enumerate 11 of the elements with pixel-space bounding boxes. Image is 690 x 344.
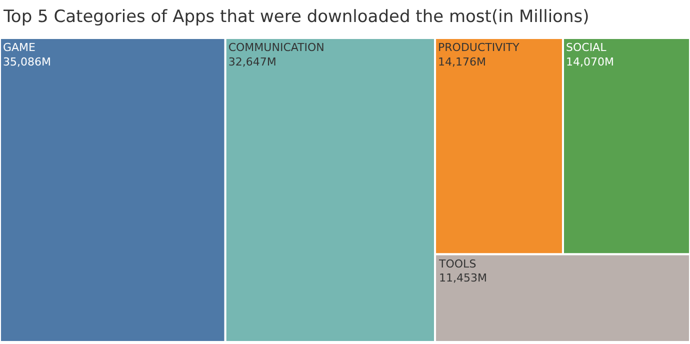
data-label: 32,647M <box>228 55 276 68</box>
data-label: 14,176M <box>438 55 486 68</box>
category-label: GAME <box>3 41 36 54</box>
category-label: SOCIAL <box>566 41 608 54</box>
category-label: PRODUCTIVITY <box>438 41 520 54</box>
category-label: COMMUNICATION <box>228 41 324 54</box>
category-label: TOOLS <box>438 257 476 270</box>
data-label: 35,086M <box>3 55 51 68</box>
data-label: 14,070M <box>566 55 614 68</box>
text: Top 5 Categories of Apps that were downloaded the most(in Millions) <box>2 7 590 28</box>
data-label: 11,453M <box>439 272 488 285</box>
